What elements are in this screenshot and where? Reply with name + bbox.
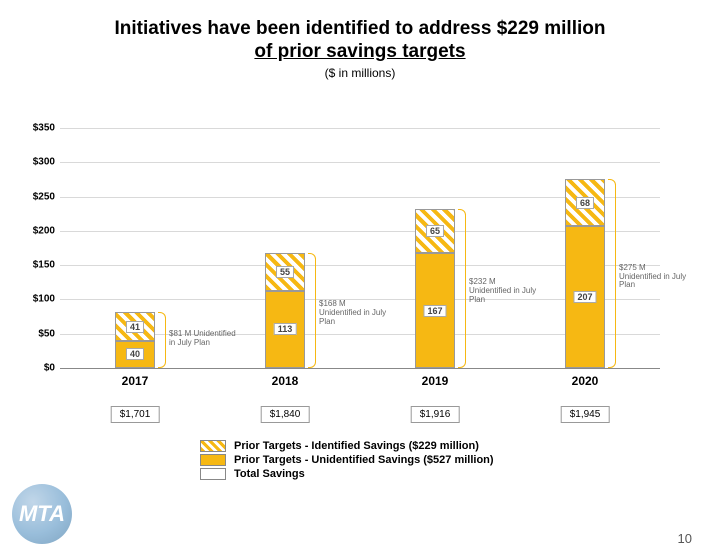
y-tick-label: $0 (15, 363, 55, 374)
y-tick-label: $200 (15, 225, 55, 236)
y-tick-label: $300 (15, 157, 55, 168)
bracket (458, 209, 466, 368)
x-tick-label: 2017 (95, 374, 175, 388)
legend-item-total: Total Savings (200, 468, 494, 480)
gridline (60, 128, 660, 129)
subtotal-cell: $1,916 (411, 406, 460, 423)
title-line-1: Initiatives have been identified to addr… (115, 18, 606, 39)
x-tick-label: 2018 (245, 374, 325, 388)
page-title: Initiatives have been identified to addr… (0, 18, 720, 64)
y-tick-label: $150 (15, 260, 55, 271)
subtotal-cell: $1,945 (561, 406, 610, 423)
bar-value-unidentified: 207 (573, 291, 596, 303)
legend-swatch-hatch (200, 440, 226, 452)
legend-swatch-solid (200, 454, 226, 466)
legend-item-unidentified: Prior Targets - Unidentified Savings ($5… (200, 454, 494, 466)
bar-value-identified: 55 (276, 266, 294, 278)
y-tick-label: $50 (15, 328, 55, 339)
annotation: $168 M Unidentified in July Plan (319, 300, 389, 326)
legend: Prior Targets - Identified Savings ($229… (200, 438, 494, 482)
subtotal-cell: $1,840 (261, 406, 310, 423)
legend-label-identified: Prior Targets - Identified Savings ($229… (234, 440, 479, 452)
bar-value-identified: 68 (576, 197, 594, 209)
legend-label-total: Total Savings (234, 468, 305, 480)
annotation: $81 M Unidentified in July Plan (169, 330, 239, 348)
bar-value-unidentified: 113 (274, 323, 297, 335)
bracket (158, 312, 166, 368)
legend-swatch-empty (200, 468, 226, 480)
x-tick-label: 2019 (395, 374, 475, 388)
subtitle: ($ in millions) (0, 66, 720, 80)
mta-logo-text: MTA (19, 501, 65, 527)
x-tick-label: 2020 (545, 374, 625, 388)
title-line-2: of prior savings targets (254, 41, 465, 62)
legend-label-unidentified: Prior Targets - Unidentified Savings ($5… (234, 454, 494, 466)
bar-value-identified: 41 (126, 321, 144, 333)
subtotal-cell: $1,701 (111, 406, 160, 423)
y-tick-label: $250 (15, 191, 55, 202)
bracket (608, 179, 616, 368)
bar-value-identified: 65 (426, 225, 444, 237)
savings-chart: $0$50$100$150$200$250$300$35020174041$81… (60, 128, 660, 388)
x-axis (60, 368, 660, 369)
y-tick-label: $350 (15, 123, 55, 134)
annotation: $275 M Unidentified in July Plan (619, 264, 689, 290)
annotation: $232 M Unidentified in July Plan (469, 278, 539, 304)
legend-item-identified: Prior Targets - Identified Savings ($229… (200, 440, 494, 452)
bracket (308, 253, 316, 368)
gridline (60, 162, 660, 163)
bar-value-unidentified: 167 (423, 305, 446, 317)
y-tick-label: $100 (15, 294, 55, 305)
page-number: 10 (678, 531, 692, 546)
bar-value-unidentified: 40 (126, 348, 144, 360)
mta-logo: MTA (12, 484, 72, 544)
subtotal-row: $1,701 $1,840 $1,916 $1,945 (60, 406, 660, 426)
